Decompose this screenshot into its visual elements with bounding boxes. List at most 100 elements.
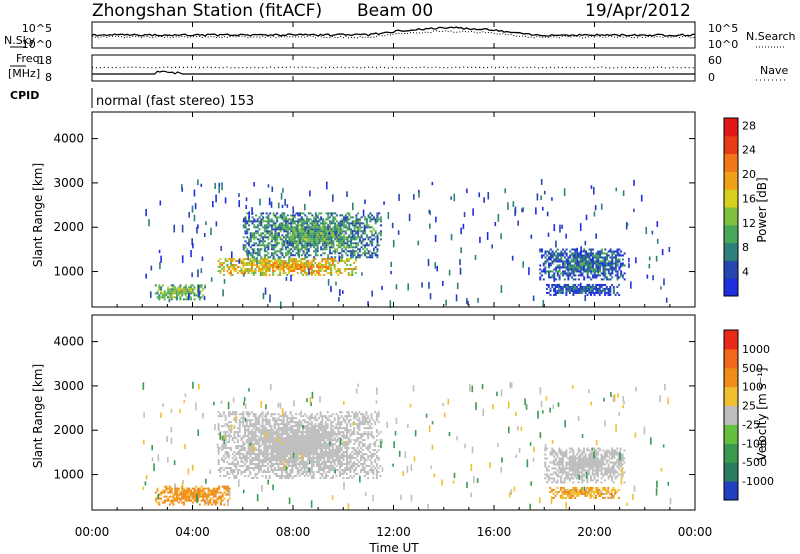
- echo-cell: [379, 474, 382, 477]
- echo-cell: [300, 218, 303, 221]
- echo-cell: [370, 433, 373, 436]
- echo-cell: [365, 411, 368, 414]
- echo-cell: [615, 187, 618, 192]
- echo-cell: [588, 248, 591, 251]
- echo-cell: [326, 447, 329, 450]
- echo-cell: [291, 266, 294, 268]
- echo-cell: [314, 214, 317, 217]
- echo-cell: [618, 248, 621, 251]
- echo-cell: [590, 272, 593, 275]
- echo-cell: [268, 453, 271, 456]
- echo-cell: [335, 224, 338, 227]
- echo-cell: [253, 224, 256, 227]
- echo-cell: [249, 252, 252, 255]
- echo-cell: [561, 463, 564, 466]
- echo-cell: [588, 260, 591, 263]
- echo-cell: [231, 457, 234, 460]
- echo-cell: [363, 225, 366, 232]
- freq-nave-panel: Freq. [MHz] 18 8 60 0 Nave: [8, 52, 788, 84]
- echo-cell: [334, 238, 337, 241]
- echo-cell: [339, 289, 341, 296]
- echo-cell: [261, 421, 264, 424]
- echo-cell: [323, 467, 326, 470]
- echo-cell: [591, 274, 594, 277]
- echo-cell: [363, 467, 366, 470]
- echo-cell: [614, 256, 617, 259]
- echo-cell: [261, 437, 264, 440]
- echo-cell: [609, 266, 612, 269]
- echo-cell: [197, 179, 199, 186]
- echo-cell: [280, 471, 283, 473]
- echo-cell: [276, 254, 279, 257]
- echo-cell: [179, 290, 182, 293]
- echo-cell: [574, 250, 577, 253]
- echo-cell: [358, 449, 361, 452]
- echo-cell: [544, 256, 547, 259]
- echo-cell: [298, 425, 301, 428]
- echo-cell: [609, 293, 612, 296]
- echo-cell: [189, 499, 192, 502]
- echo-cell: [307, 240, 310, 243]
- echo-cell: [314, 439, 317, 442]
- echo-cell: [229, 431, 232, 434]
- echo-cell: [221, 467, 224, 470]
- echo-cell: [302, 439, 305, 442]
- echo-cell: [287, 472, 290, 475]
- echo-cell: [246, 228, 249, 231]
- echo-cell: [334, 236, 337, 239]
- echo-cell: [569, 268, 572, 271]
- echo-cell: [351, 465, 354, 468]
- echo-cell: [314, 262, 317, 265]
- echo-cell: [288, 228, 291, 231]
- echo-cell: [353, 431, 356, 434]
- echo-cell: [616, 278, 619, 281]
- echo-cell: [284, 234, 287, 237]
- echo-cell: [245, 421, 248, 424]
- echo-cell: [265, 216, 268, 219]
- echo-cell: [558, 252, 561, 255]
- echo-cell: [233, 471, 236, 473]
- echo-cell: [160, 288, 163, 291]
- echo-cell: [321, 453, 324, 456]
- echo-cell: [291, 447, 294, 450]
- echo-cell: [321, 449, 324, 452]
- echo-cell: [339, 236, 342, 239]
- echo-cell: [354, 472, 357, 475]
- echo-cell: [319, 413, 322, 416]
- echo-cell: [360, 222, 363, 225]
- echo-cell: [312, 474, 315, 477]
- echo-cell: [309, 441, 312, 444]
- echo-cell: [325, 248, 328, 251]
- echo-cell: [296, 266, 299, 268]
- echo-cell: [300, 445, 303, 448]
- echo-cell: [599, 274, 602, 277]
- echo-cell: [595, 287, 598, 290]
- echo-cell: [365, 413, 368, 416]
- echo-cell: [258, 423, 261, 426]
- echo-cell: [323, 269, 326, 272]
- echo-cell: [295, 264, 298, 267]
- echo-cell: [337, 252, 340, 255]
- echo-cell: [279, 461, 282, 464]
- echo-cell: [299, 238, 302, 241]
- echo-cell: [590, 266, 593, 269]
- echo-cell: [556, 469, 559, 472]
- echo-cell: [574, 274, 577, 277]
- echo-cell: [307, 467, 310, 470]
- echo-cell: [268, 262, 271, 265]
- freq-tick-hi: 18: [38, 54, 52, 67]
- noise-tick-right-hi: 10^5: [708, 22, 738, 35]
- echo-cell: [304, 236, 307, 239]
- echo-cell: [274, 224, 277, 227]
- echo-cell: [252, 445, 255, 448]
- echo-cell: [265, 449, 268, 452]
- echo-cell: [295, 242, 298, 245]
- echo-cell: [270, 437, 273, 440]
- echo-cell: [339, 226, 342, 229]
- echo-cell: [397, 230, 400, 235]
- echo-cell: [290, 236, 293, 239]
- echo-cell: [238, 258, 241, 261]
- echo-cell: [341, 232, 344, 235]
- echo-cell: [275, 459, 278, 462]
